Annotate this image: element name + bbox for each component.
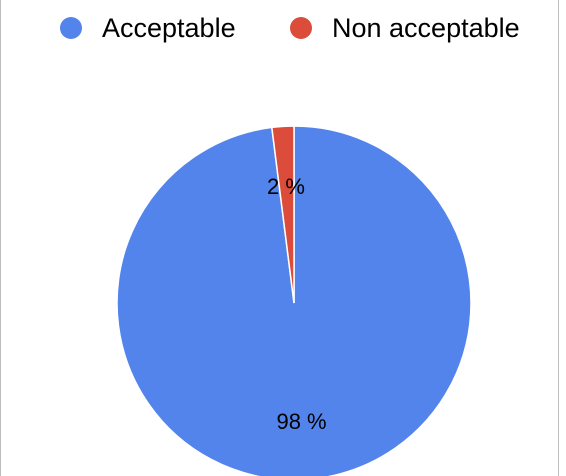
legend-swatch-acceptable: [60, 17, 82, 39]
pie-slice-non-acceptable: [270, 125, 295, 304]
data-label-acceptable: 98 %: [276, 409, 326, 434]
legend-item-acceptable: Acceptable: [60, 10, 236, 46]
pie-slices: [116, 125, 472, 476]
legend-swatch-non-acceptable: [290, 17, 312, 39]
chart-legend: Acceptable Non acceptable: [0, 10, 559, 46]
legend-item-non-acceptable: Non acceptable: [290, 10, 520, 46]
legend-label-acceptable: Acceptable: [102, 13, 236, 43]
pie-data-labels: 98 % 2 %: [267, 174, 327, 434]
data-label-non-acceptable: 2 %: [267, 174, 305, 199]
legend-label-non-acceptable: Non acceptable: [332, 13, 520, 43]
